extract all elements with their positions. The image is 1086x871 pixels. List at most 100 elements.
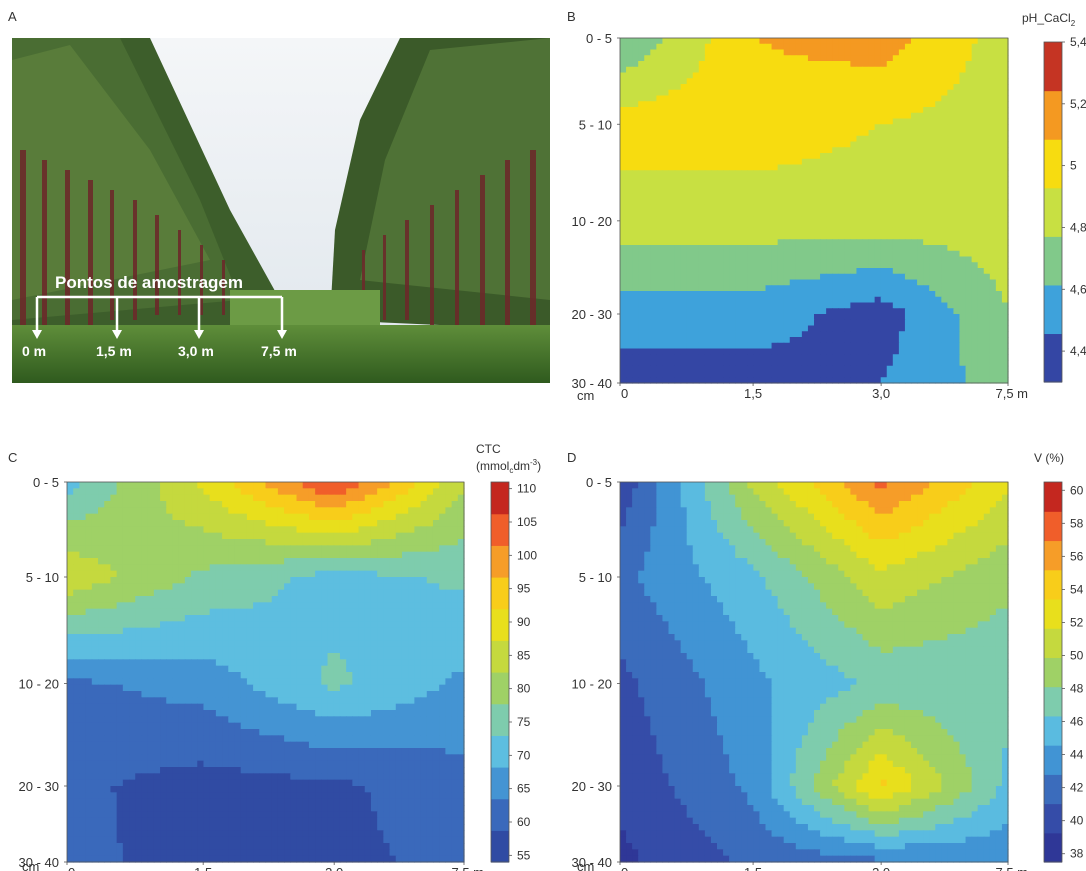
contour-cell bbox=[947, 216, 955, 223]
contour-cell bbox=[704, 78, 712, 85]
contour-cell bbox=[638, 285, 645, 292]
contour-cell bbox=[674, 170, 682, 177]
contour-cell bbox=[686, 72, 694, 79]
contour-cell bbox=[941, 170, 948, 177]
contour-cell bbox=[771, 187, 779, 194]
contour-cell bbox=[959, 354, 967, 361]
contour-cell bbox=[771, 84, 779, 91]
contour-cell bbox=[73, 532, 80, 540]
contour-cell bbox=[789, 181, 797, 189]
contour-cell bbox=[814, 204, 821, 212]
contour-cell bbox=[874, 360, 882, 367]
contour-cell bbox=[710, 95, 718, 102]
contour-cell bbox=[759, 187, 767, 194]
contour-cell bbox=[929, 337, 936, 344]
contour-cell bbox=[759, 273, 767, 281]
contour-cell bbox=[850, 130, 858, 137]
contour-cell bbox=[983, 256, 991, 263]
contour-cell bbox=[710, 285, 718, 292]
contour-cell bbox=[765, 256, 773, 263]
contour-cell bbox=[898, 78, 906, 85]
contour-cell bbox=[759, 95, 767, 102]
contour-cell bbox=[971, 365, 979, 373]
contour-cell bbox=[801, 61, 809, 68]
contour-cell bbox=[352, 513, 360, 521]
contour-cell bbox=[735, 135, 742, 143]
contour-cell bbox=[935, 239, 942, 246]
contour-cell bbox=[880, 112, 888, 120]
contour-cell bbox=[844, 95, 851, 102]
contour-cell bbox=[801, 239, 809, 246]
contour-cell bbox=[166, 488, 174, 496]
contour-cell bbox=[789, 348, 797, 355]
contour-cell bbox=[777, 193, 785, 200]
contour-cell bbox=[626, 337, 633, 344]
contour-cell bbox=[1001, 193, 1009, 200]
contour-cell bbox=[977, 216, 985, 223]
contour-cell bbox=[874, 135, 882, 143]
contour-cell bbox=[783, 187, 791, 194]
contour-cell bbox=[626, 273, 633, 281]
contour-cell bbox=[234, 539, 242, 546]
contour-cell bbox=[795, 66, 803, 74]
contour-cell bbox=[656, 256, 664, 263]
contour-cell bbox=[862, 314, 870, 321]
contour-cell bbox=[620, 199, 627, 206]
contour-cell bbox=[753, 72, 761, 79]
contour-cell bbox=[886, 262, 894, 269]
contour-cell bbox=[807, 222, 815, 229]
contour-cell bbox=[989, 314, 997, 321]
contour-cell bbox=[759, 43, 767, 51]
contour-cell bbox=[965, 141, 973, 148]
contour-cell bbox=[129, 583, 136, 591]
contour-cell bbox=[674, 325, 682, 332]
contour-cell bbox=[777, 222, 785, 229]
contour-cell bbox=[989, 38, 997, 45]
contour-cell bbox=[98, 488, 105, 496]
contour-cell bbox=[668, 176, 676, 183]
contour-cell bbox=[234, 513, 242, 521]
contour-cell bbox=[439, 501, 446, 508]
contour-cell bbox=[977, 233, 985, 240]
contour-cell bbox=[880, 181, 888, 189]
contour-cell bbox=[814, 210, 821, 217]
contour-cell bbox=[729, 348, 736, 355]
contour-cell bbox=[686, 199, 694, 206]
contour-cell bbox=[989, 216, 997, 223]
contour-cell bbox=[364, 501, 372, 508]
contour-cell bbox=[965, 147, 973, 154]
contour-cell bbox=[795, 377, 803, 384]
contour-cell bbox=[935, 302, 942, 309]
contour-cell bbox=[953, 170, 961, 177]
contour-cell bbox=[904, 95, 912, 102]
contour-cell bbox=[321, 488, 329, 496]
contour-cell bbox=[686, 250, 694, 258]
contour-cell bbox=[445, 526, 453, 534]
contour-cell bbox=[862, 187, 870, 194]
contour-cell bbox=[662, 216, 670, 223]
contour-cell bbox=[662, 89, 670, 97]
contour-cell bbox=[290, 570, 298, 578]
contour-cell bbox=[228, 513, 236, 521]
contour-cell bbox=[632, 296, 639, 304]
contour-cell bbox=[723, 95, 730, 102]
contour-cell bbox=[656, 308, 664, 315]
panel-b-letter: B bbox=[567, 9, 576, 24]
contour-cell bbox=[178, 583, 186, 591]
contour-cell bbox=[947, 360, 955, 367]
contour-cell bbox=[1001, 227, 1009, 235]
contour-cell bbox=[814, 158, 821, 166]
contour-cell bbox=[656, 176, 664, 183]
contour-cell bbox=[971, 245, 979, 252]
contour-cell bbox=[358, 577, 366, 584]
contour-cell bbox=[801, 101, 809, 108]
contour-cell bbox=[801, 308, 809, 315]
contour-cell bbox=[789, 377, 797, 384]
contour-cell bbox=[765, 89, 773, 97]
contour-cell bbox=[729, 55, 736, 62]
contour-cell bbox=[953, 112, 961, 120]
contour-cell bbox=[941, 118, 948, 125]
contour-cell bbox=[911, 147, 918, 154]
contour-cell bbox=[874, 268, 882, 275]
contour-cell bbox=[656, 204, 664, 212]
